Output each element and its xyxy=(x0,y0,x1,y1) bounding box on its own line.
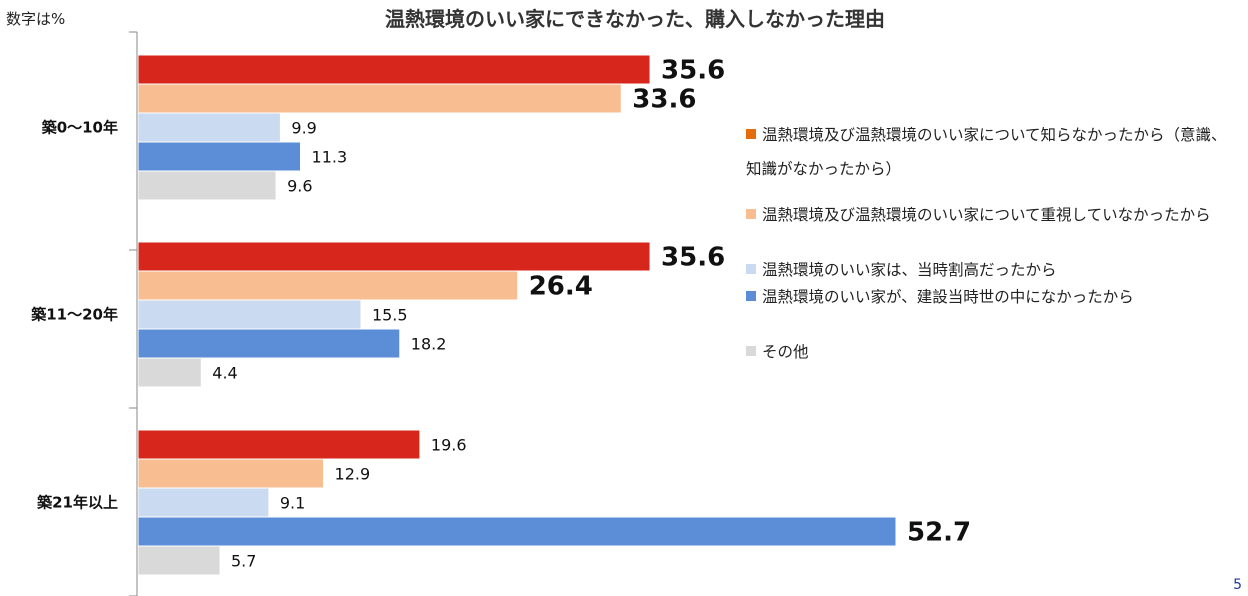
value-label-unaware-11-20: 35.6 xyxy=(661,243,725,273)
chart-title: 温熱環境のいい家にできなかった、購入しなかった理由 xyxy=(385,7,885,31)
bar-expensive-11-20 xyxy=(137,299,362,330)
legend-item-unaware: 温熱環境及び温熱環境のいい家について知らなかったから（意識、 知識がなかったから… xyxy=(746,118,1246,186)
value-label-not-available-21plus: 52.7 xyxy=(907,518,971,548)
category-label-0-10: 築0～10年 xyxy=(41,119,118,137)
value-label-other-21plus: 5.7 xyxy=(231,552,256,571)
legend-label: 温熱環境及び温熱環境のいい家について重視していなかったから xyxy=(762,206,1211,224)
bar-not-available-21plus xyxy=(137,516,897,547)
value-label-not-prioritized-21plus: 12.9 xyxy=(335,465,371,484)
category-label-21plus: 築21年以上 xyxy=(36,494,118,512)
legend-item-not-available: 温熱環境のいい家が、建設当時世の中になかったから xyxy=(746,280,1246,314)
bar-expensive-0-10 xyxy=(137,112,281,143)
bar-unaware-0-10 xyxy=(137,54,651,85)
bar-not-prioritized-0-10 xyxy=(137,83,622,114)
value-label-not-available-0-10: 11.3 xyxy=(312,148,348,167)
legend-label-continued: 知識がなかったから） xyxy=(746,160,902,178)
bar-not-prioritized-11-20 xyxy=(137,270,519,301)
value-label-not-prioritized-11-20: 26.4 xyxy=(529,272,593,302)
legend-item-expensive: 温熱環境のいい家は、当時割高だったから xyxy=(746,253,1246,287)
bar-other-0-10 xyxy=(137,170,277,201)
bar-other-11-20 xyxy=(137,357,202,388)
value-label-not-available-11-20: 18.2 xyxy=(411,335,447,354)
bar-not-available-11-20 xyxy=(137,328,401,359)
category-label-11-20: 築11～20年 xyxy=(30,306,118,324)
bar-expensive-21plus xyxy=(137,487,270,518)
legend-label: 温熱環境のいい家は、当時割高だったから xyxy=(762,261,1057,279)
legend-label: 温熱環境のいい家が、建設当時世の中になかったから xyxy=(762,288,1134,306)
bar-unaware-11-20 xyxy=(137,241,651,272)
value-label-unaware-0-10: 35.6 xyxy=(661,56,725,86)
bar-not-available-0-10 xyxy=(137,141,302,172)
legend-swatch-icon xyxy=(746,291,756,301)
legend-label: 温熱環境及び温熱環境のいい家について知らなかったから（意識、 xyxy=(762,126,1227,144)
page-number: 5 xyxy=(1233,577,1242,593)
legend-item-not-prioritized: 温熱環境及び温熱環境のいい家について重視していなかったから xyxy=(746,198,1246,232)
value-label-not-prioritized-0-10: 33.6 xyxy=(632,85,696,115)
value-label-expensive-11-20: 15.5 xyxy=(372,306,408,325)
unit-note: 数字は% xyxy=(6,10,66,28)
legend-swatch-icon xyxy=(746,264,756,274)
bar-not-prioritized-21plus xyxy=(137,458,325,489)
legend-swatch-icon xyxy=(746,129,756,139)
bar-other-21plus xyxy=(137,545,221,576)
value-label-other-0-10: 9.6 xyxy=(287,177,312,196)
value-label-unaware-21plus: 19.6 xyxy=(431,436,467,455)
value-label-expensive-0-10: 9.9 xyxy=(291,119,316,138)
value-label-expensive-21plus: 9.1 xyxy=(280,494,305,513)
bar-unaware-21plus xyxy=(137,429,421,460)
value-label-other-11-20: 4.4 xyxy=(212,364,237,383)
legend-swatch-icon xyxy=(746,346,756,356)
legend-swatch-icon xyxy=(746,209,756,219)
legend-item-other: その他 xyxy=(746,335,1246,369)
legend-label: その他 xyxy=(762,343,809,361)
